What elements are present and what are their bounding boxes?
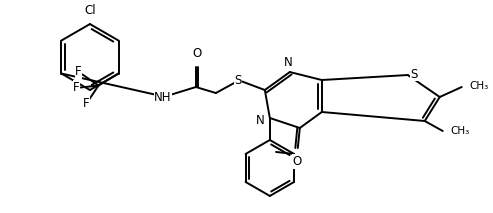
Text: Cl: Cl (84, 4, 96, 17)
Text: F: F (75, 65, 82, 78)
Text: CH₃: CH₃ (451, 126, 470, 136)
Text: N: N (283, 56, 292, 69)
Text: NH: NH (154, 91, 172, 104)
Text: O: O (292, 155, 301, 168)
Text: CH₃: CH₃ (470, 81, 489, 91)
Text: S: S (411, 68, 418, 81)
Text: F: F (73, 81, 80, 94)
Text: O: O (192, 47, 202, 60)
Text: S: S (234, 73, 242, 86)
Text: N: N (256, 115, 265, 128)
Text: F: F (83, 97, 90, 110)
